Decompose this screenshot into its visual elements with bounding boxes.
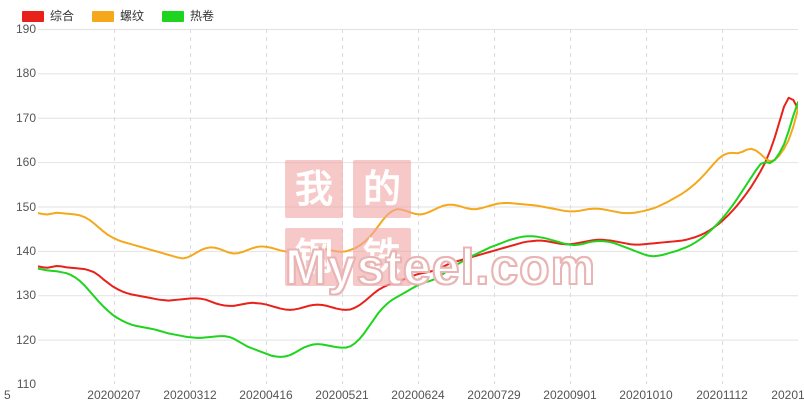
x-axis-tick-label: 20200624	[391, 388, 445, 402]
y-axis-tick-label: 180	[15, 66, 36, 81]
legend-item-composite[interactable]: 综合	[22, 10, 74, 22]
series-line-综合	[38, 96, 798, 311]
legend-item-rebar[interactable]: 螺纹	[92, 10, 144, 22]
x-axis-tick-label: 20200901	[543, 388, 597, 402]
series-line-螺纹	[38, 104, 798, 260]
legend-label-hotcoil: 热卷	[190, 9, 215, 23]
y-axis-tick-label: 130	[15, 288, 36, 303]
series-line-热卷	[38, 101, 798, 358]
y-axis: 110 120 130 140 150 160 170 180 190	[0, 0, 36, 411]
x-axis-tick-label: 20201216	[771, 388, 804, 402]
x-axis: 5 20200207 20200312 20200416 20200521 2020062…	[0, 389, 804, 409]
y-axis-tick-label: 110	[16, 377, 36, 391]
x-axis-tick-label: 20200207	[87, 388, 141, 402]
chart-legend: 综合 螺纹 热卷	[22, 6, 214, 26]
y-axis-tick-label: 150	[15, 199, 36, 214]
y-axis-tick-label: 160	[15, 155, 36, 170]
x-axis-tick-label: 20201112	[696, 388, 748, 402]
y-axis-tick-label: 190	[15, 22, 36, 36]
legend-swatch-composite	[22, 10, 44, 22]
legend-swatch-hotcoil	[162, 10, 185, 22]
y-axis-tick-label: 120	[15, 332, 36, 347]
x-axis-tick-label: 20200521	[315, 388, 369, 402]
x-axis-tick-label: 20201010	[619, 388, 673, 402]
y-axis-tick-label: 140	[15, 243, 36, 258]
legend-label-rebar: 螺纹	[120, 9, 145, 23]
y-axis-tick-label: 170	[15, 110, 36, 125]
x-axis-tick-label: 5	[4, 388, 11, 402]
plot-area	[38, 29, 798, 384]
x-axis-tick-label: 20200312	[163, 388, 217, 402]
x-axis-tick-label: 20200729	[467, 388, 521, 402]
legend-item-hotcoil[interactable]: 热卷	[162, 10, 214, 22]
legend-swatch-rebar	[92, 10, 115, 22]
legend-label-composite: 综合	[50, 9, 75, 23]
x-axis-tick-label: 20200416	[239, 388, 293, 402]
